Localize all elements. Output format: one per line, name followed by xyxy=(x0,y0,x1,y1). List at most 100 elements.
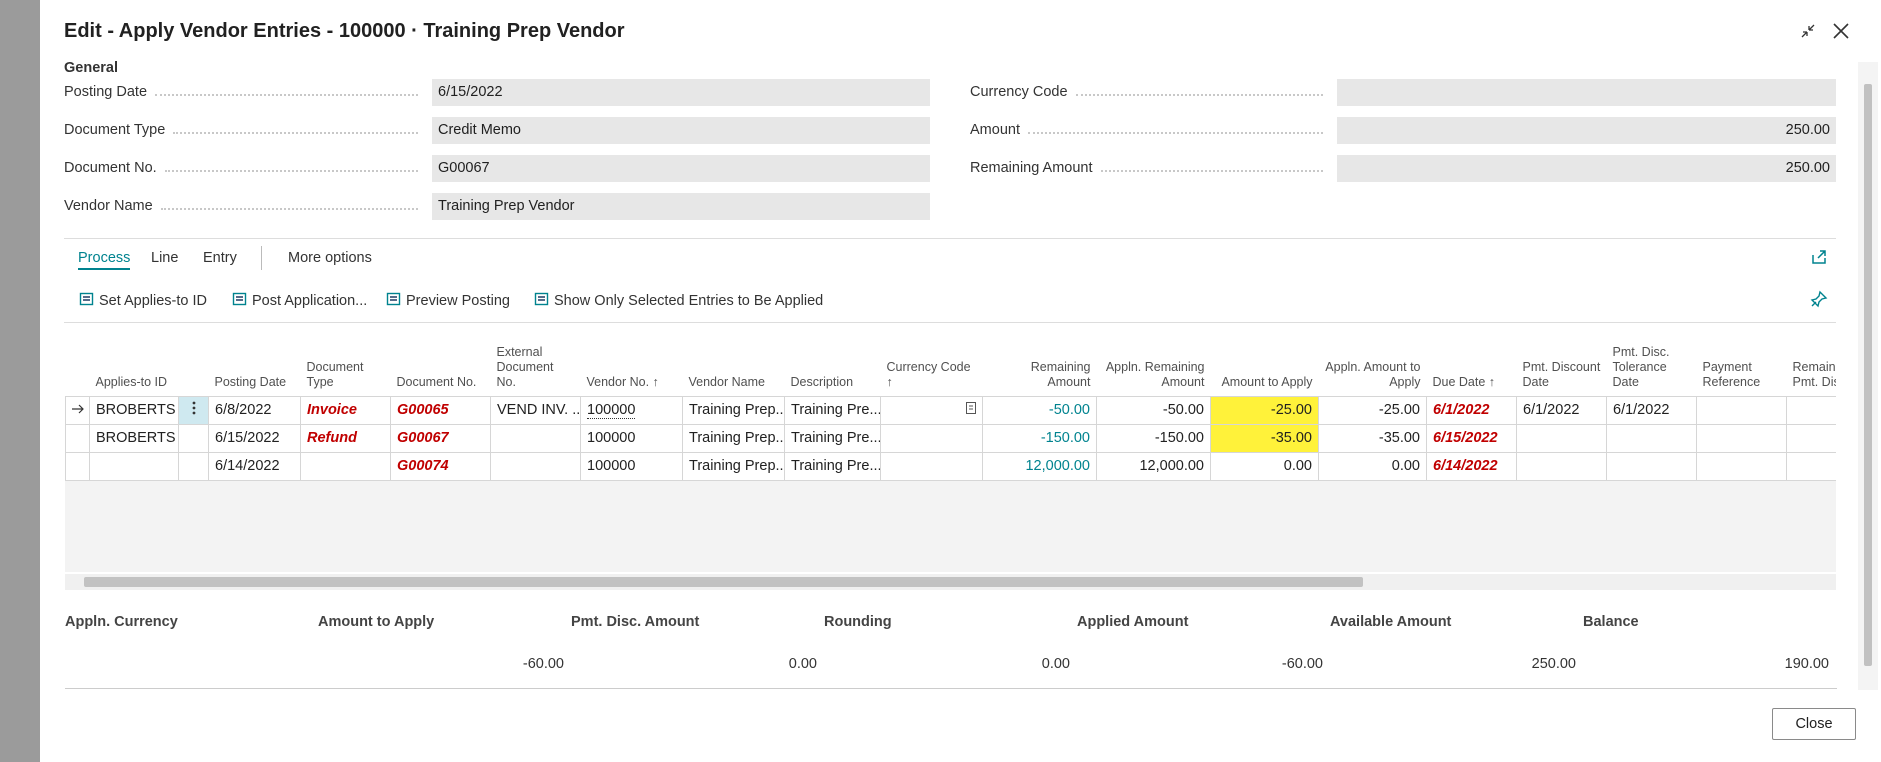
action-icon xyxy=(79,292,94,306)
field-label: Posting Date xyxy=(64,82,426,102)
action-label: Preview Posting xyxy=(406,292,510,309)
table-cell: Training Prep... xyxy=(682,451,785,481)
tab[interactable]: Entry xyxy=(203,250,237,266)
dialog-title: Edit - Apply Vendor Entries - 100000 · T… xyxy=(64,20,625,42)
table-cell xyxy=(1786,451,1836,481)
cell-text: Training Prep... xyxy=(689,458,785,474)
tab[interactable]: Process xyxy=(78,250,131,270)
cell-text: Training Pre... xyxy=(791,430,881,446)
column-header[interactable]: Vendor No. xyxy=(581,336,683,396)
table-cell: 12,000.00 xyxy=(1096,451,1211,481)
label-text: Vendor Name xyxy=(64,198,153,214)
table-cell xyxy=(1516,451,1607,481)
column-title: Pmt. Disc. Tolerance Date xyxy=(1612,344,1670,389)
tab[interactable]: Line xyxy=(151,250,179,266)
table-cell: -50.00 xyxy=(1096,395,1211,425)
column-title: Vendor No. xyxy=(587,375,659,389)
pin-icon xyxy=(1810,290,1828,313)
label-text: Amount xyxy=(970,122,1020,138)
table-cell: Training Pre... xyxy=(784,395,881,425)
column-header[interactable]: Pmt. Discount Date xyxy=(1517,336,1607,396)
column-header[interactable]: Vendor Name xyxy=(683,336,785,396)
divider xyxy=(65,688,1837,689)
divider xyxy=(64,322,1836,323)
cell-text: 100000 xyxy=(587,402,636,419)
column-header[interactable]: Payment Reference xyxy=(1697,336,1787,396)
cell-text: 0.00 xyxy=(1391,458,1420,474)
action-icon xyxy=(232,292,247,306)
table-cell: 6/1/2022 xyxy=(1516,395,1607,425)
column-title: Document No. xyxy=(396,374,477,389)
cell-text: Training Pre... xyxy=(791,402,881,418)
action[interactable]: Show Only Selected Entries to Be Applied xyxy=(534,291,823,310)
total-label: Available Amount xyxy=(1330,614,1452,630)
dot-leader xyxy=(1100,170,1323,172)
column-title: Currency Code xyxy=(887,360,971,389)
column-header[interactable]: Due Date xyxy=(1427,336,1517,396)
v-scroll-thumb[interactable] xyxy=(1864,84,1872,666)
column-header[interactable]: Document Type xyxy=(301,336,391,396)
row-menu[interactable] xyxy=(178,395,209,425)
action[interactable]: Preview Posting xyxy=(386,291,510,310)
column-title: External Document No. xyxy=(496,344,554,389)
table-cell: -25.00 xyxy=(1318,395,1427,425)
action[interactable]: Post Application... xyxy=(232,291,367,310)
cell-text: -150.00 xyxy=(1040,430,1090,446)
table-cell: Refund xyxy=(300,423,391,453)
assist-icon xyxy=(966,402,976,418)
cell-text: VEND INV. ... xyxy=(497,402,581,418)
column-header[interactable]: Document No. xyxy=(391,336,491,396)
table-cell: Invoice xyxy=(300,395,391,425)
field-value: 6/15/2022 xyxy=(432,79,930,106)
column-header[interactable]: External Document No. xyxy=(491,336,581,396)
value-text: 250.00 xyxy=(1785,122,1830,138)
h-scroll-thumb[interactable] xyxy=(84,577,1363,587)
action-icon xyxy=(232,291,247,310)
total-value: -60.00 xyxy=(522,656,564,672)
table-cell xyxy=(490,423,581,453)
pin-icon xyxy=(1810,290,1828,308)
table-cell: -35.00 xyxy=(1210,423,1319,453)
action[interactable]: Set Applies-to ID xyxy=(79,291,207,310)
column-header[interactable]: Appln. Amount to Apply xyxy=(1319,336,1427,396)
table-cell: G00074 xyxy=(390,451,491,481)
table-cell xyxy=(1696,423,1787,453)
action-label: Show Only Selected Entries to Be Applied xyxy=(554,292,824,309)
table-cell: 6/1/2022 xyxy=(1426,395,1517,425)
column-header[interactable]: Posting Date xyxy=(209,336,301,396)
total-label: Appln. Currency xyxy=(65,614,178,630)
total-label: Amount to Apply xyxy=(318,614,435,630)
cell-text: 100000 xyxy=(587,430,636,446)
tab[interactable]: More options xyxy=(288,250,372,266)
field-label: Amount xyxy=(970,120,1331,140)
action-icon xyxy=(386,291,401,310)
value-text: Training Prep Vendor xyxy=(438,198,575,214)
column-header[interactable]: Remaining Pmt. Disc. xyxy=(1787,336,1837,396)
table-cell: 6/8/2022 xyxy=(208,395,301,425)
column-header[interactable]: Amount to Apply xyxy=(1211,336,1319,396)
table-cell xyxy=(1606,451,1697,481)
column-title: Pmt. Discount Date xyxy=(1522,359,1601,389)
total-value: 190.00 xyxy=(1784,656,1829,672)
table-cell xyxy=(880,451,983,481)
table-cell: Training Prep... xyxy=(682,395,785,425)
column-title: Posting Date xyxy=(214,374,287,389)
column-header[interactable]: Appln. Remaining Amount xyxy=(1097,336,1211,396)
column-header[interactable]: Currency Code xyxy=(881,336,983,396)
table-cell: 6/15/2022 xyxy=(1426,423,1517,453)
close-icon xyxy=(1832,22,1850,45)
row-menu xyxy=(178,423,209,453)
row-indicator xyxy=(65,423,90,453)
column-title: Remaining Pmt. Disc. xyxy=(1792,359,1837,389)
column-header[interactable]: Remaining Amount xyxy=(983,336,1097,396)
table-cell: 0.00 xyxy=(1210,451,1319,481)
close-button[interactable]: Close xyxy=(1772,708,1856,740)
dot-leader xyxy=(1027,132,1323,134)
column-header[interactable]: Pmt. Disc. Tolerance Date xyxy=(1607,336,1697,396)
column-header[interactable]: Description xyxy=(785,336,881,396)
column-header[interactable]: Applies-to ID xyxy=(90,336,179,396)
current-row-arrow xyxy=(71,404,84,414)
assist-icon xyxy=(966,402,976,414)
field-label: Remaining Amount xyxy=(970,158,1331,178)
table-cell: VEND INV. ... xyxy=(490,395,581,425)
